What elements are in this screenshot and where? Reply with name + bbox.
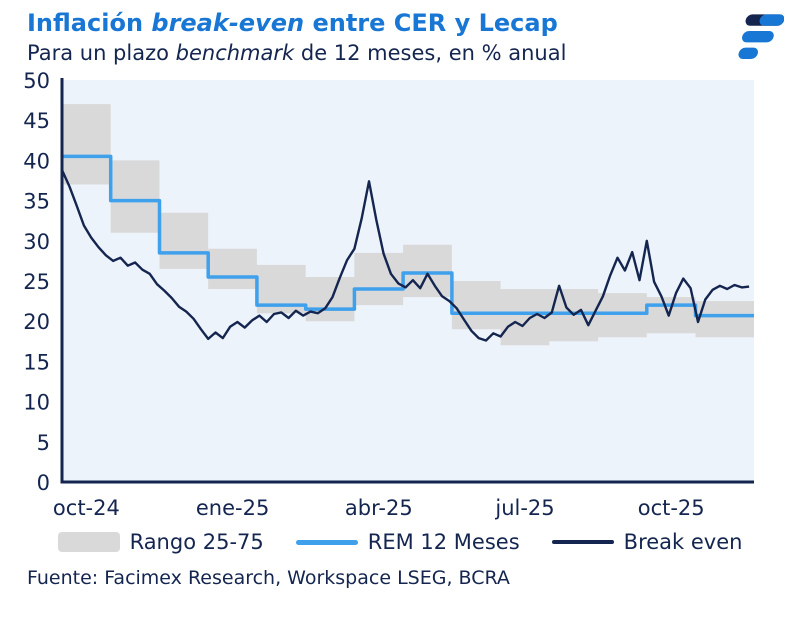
chart-title-italic: break-even (151, 9, 305, 37)
x-tick-label: jul-25 (494, 496, 554, 520)
band-area (62, 104, 754, 346)
chart-title-part1: Inflación (27, 9, 152, 37)
band-swatch-icon (57, 532, 120, 552)
y-tick-label: 30 (23, 230, 50, 254)
y-tick-label: 10 (23, 391, 50, 415)
breakeven-line-swatch-icon (551, 540, 614, 544)
header: Inflación break-even entre CER y Lecap P… (0, 8, 800, 70)
legend-label-rem: REM 12 Meses (367, 530, 520, 554)
y-tick-label: 5 (37, 431, 50, 455)
chart-title: Inflación break-even entre CER y Lecap (27, 8, 566, 38)
facimex-logo (728, 10, 785, 70)
chart-subtitle-part2: de 12 meses, en % anual (294, 41, 567, 65)
rem-line-swatch-icon (295, 539, 358, 545)
x-tick-label: oct-25 (638, 496, 705, 520)
y-tick-label: 15 (23, 350, 50, 374)
x-tick-label: abr-25 (345, 496, 413, 520)
y-tick-label: 20 (23, 310, 50, 334)
legend-label-rango: Rango 25-75 (129, 530, 264, 554)
chart-subtitle: Para un plazo benchmark de 12 meses, en … (27, 41, 566, 66)
y-tick-label: 35 (23, 190, 50, 214)
legend: Rango 25-75 REM 12 Meses Break even (0, 530, 800, 554)
breakeven-line (60, 169, 750, 342)
y-tick-label: 40 (23, 149, 50, 173)
legend-item-rem: REM 12 Meses (295, 530, 520, 554)
y-tick-label: 45 (23, 109, 50, 133)
y-tick-label: 25 (23, 270, 50, 294)
source-note: Fuente: Facimex Research, Workspace LSEG… (27, 567, 510, 589)
legend-item-breakeven: Break even (551, 530, 743, 554)
rem-line (62, 154, 754, 318)
titles: Inflación break-even entre CER y Lecap P… (27, 8, 566, 66)
chart-subtitle-part1: Para un plazo (27, 41, 176, 65)
x-tick-label: ene-25 (196, 496, 269, 520)
y-tick-label: 0 (37, 471, 50, 495)
legend-item-rango: Rango 25-75 (57, 530, 264, 554)
chart-subtitle-italic: benchmark (175, 41, 295, 65)
y-tick-label: 50 (23, 70, 50, 93)
x-tick-label: oct-24 (53, 496, 120, 520)
legend-label-breakeven: Break even (623, 530, 743, 554)
facimex-logo-icon (738, 14, 785, 59)
chart-plot: 0 5 10 15 20 25 30 35 40 45 50 oct-24 ene-25 abr-25 ju… (23, 70, 754, 520)
chart-title-part2: entre CER y Lecap (304, 9, 558, 37)
